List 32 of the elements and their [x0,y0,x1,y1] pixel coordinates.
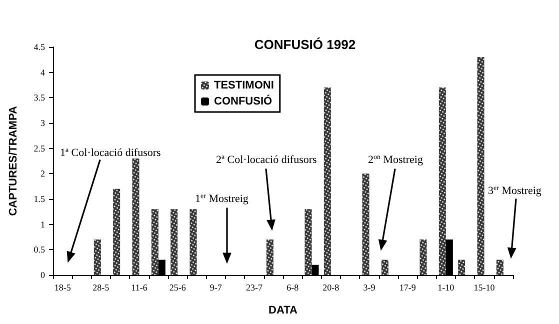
y-tick-label: 4.5 [34,42,46,52]
x-tick-label: 3-9 [363,282,376,292]
y-tick-label: 0 [40,270,46,280]
legend-label: TESTIMONI [214,80,274,92]
x-axis-title: DATA [268,304,298,316]
legend-label: CONFUSIÓ [214,94,272,108]
y-tick-label: 3 [40,118,46,128]
y-tick-label: 3.5 [34,92,46,103]
x-tick-label: 1-10 [438,282,455,292]
x-tick-label: 28-5 [92,282,110,292]
x-tick-label: 6-8 [286,282,300,292]
annotation: 3$^{er}$ Mostreig [488,184,542,197]
chart-title: CONFUSIÓ 1992 [254,37,356,52]
x-tick-label: 17-9 [399,282,416,292]
x-tick-label: 25-6 [169,282,186,292]
y-tick-label: 4 [40,67,46,78]
x-tick-label: 20-8 [322,282,340,292]
y-tick-label: 2.5 [34,143,46,154]
y-tick-label: 1 [40,219,45,230]
y-axis-title: CAPTURES/TRAMPA [8,106,20,216]
y-tick-label: 2 [40,168,45,179]
annotation: 2ª Col·locació difusors [216,154,317,166]
x-tick-label: 15-10 [474,282,496,292]
x-tick-label: 9-7 [210,282,222,292]
x-tick-label: 23-7 [246,282,263,292]
x-tick-label: 11-6 [131,282,148,292]
annotation: 1ª Col·locació difusors [60,147,161,159]
annotation: 2$^{on}$ Mostreig [368,153,424,166]
y-tick-label: 0.5 [34,244,46,255]
x-tick-label: 18-5 [54,282,72,292]
annotation: 1$^{er}$ Mostreig [195,192,249,205]
y-tick-label: 1.5 [34,194,46,204]
